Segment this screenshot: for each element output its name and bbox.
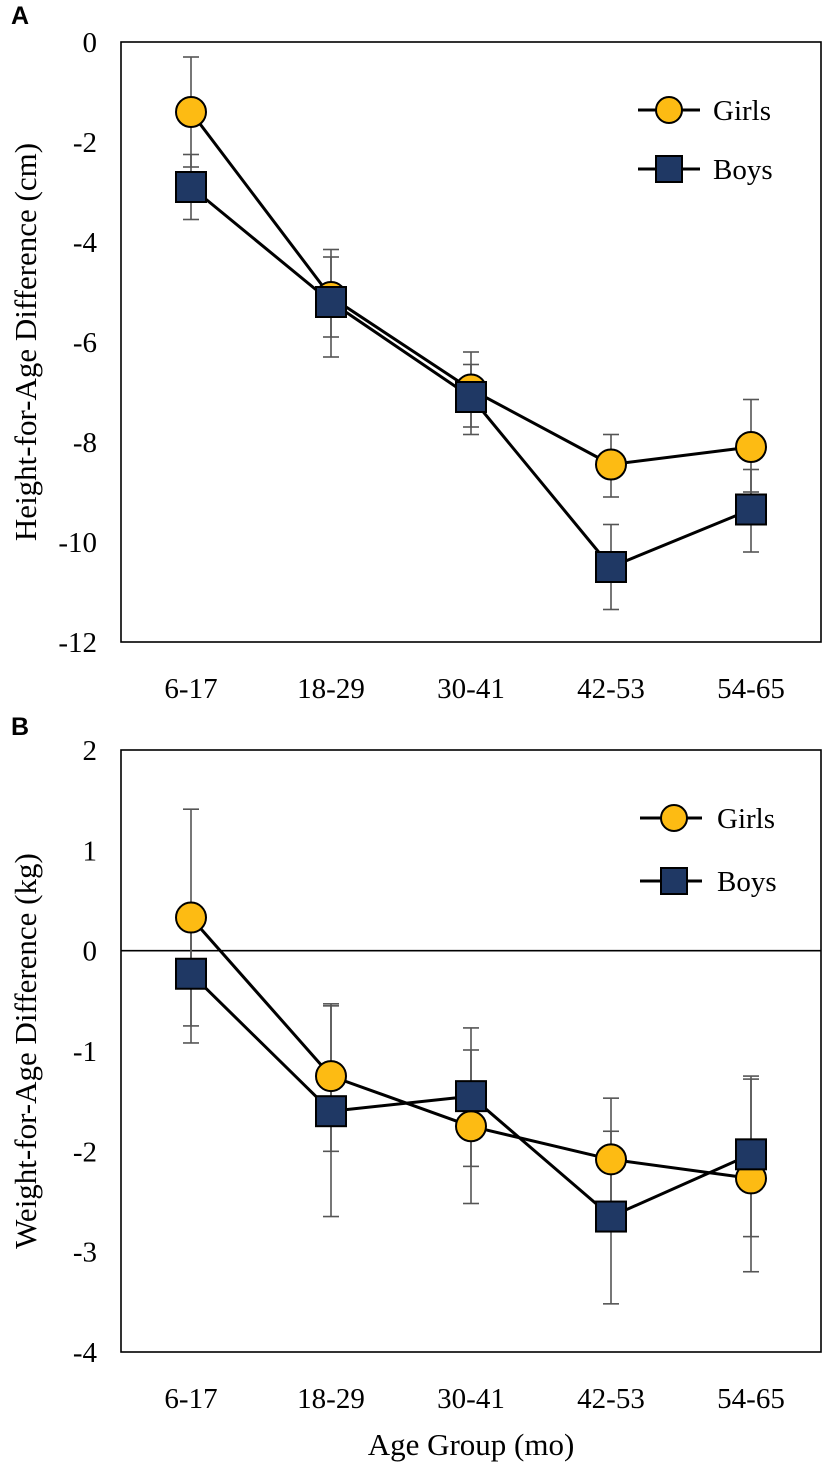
- data-point-boys: [315, 1095, 347, 1128]
- y-tick-label: 2: [83, 735, 98, 767]
- y-tick-label: -4: [73, 1337, 98, 1369]
- y-tick-label: 1: [83, 835, 98, 867]
- x-tick-label: 6-17: [164, 673, 217, 705]
- data-point-girls: [595, 1143, 627, 1176]
- legend-label-girls: Girls: [717, 803, 775, 835]
- x-axis-title: Age Group (mo): [368, 1427, 575, 1462]
- data-point-girls: [595, 448, 627, 481]
- data-point-boys: [595, 1200, 627, 1233]
- legend-label-boys: Boys: [713, 154, 773, 186]
- data-point-boys: [315, 286, 347, 318]
- data-point-girls: [175, 96, 207, 128]
- data-point-girls: [315, 1060, 347, 1093]
- legend-label-girls: Girls: [713, 95, 771, 127]
- panel-letter: B: [11, 713, 29, 741]
- data-point-boys: [175, 957, 207, 990]
- legend: Girls Boys: [640, 803, 777, 898]
- y-tick-label: -8: [73, 427, 97, 459]
- data-point-boys: [455, 1080, 487, 1113]
- x-tick-label: 30-41: [437, 1383, 505, 1415]
- legend-label-boys: Boys: [717, 866, 777, 898]
- legend: Girls Boys: [638, 95, 773, 186]
- x-tick-label: 42-53: [577, 673, 645, 705]
- plot-frame: [120, 749, 822, 1353]
- legend-marker-girls: [655, 96, 683, 124]
- x-tick-label: 30-41: [437, 673, 505, 705]
- data-point-boys: [455, 381, 487, 413]
- legend-marker-boys: [660, 867, 688, 895]
- x-tick-label: 54-65: [717, 673, 785, 705]
- x-tick-label: 6-17: [164, 1383, 217, 1415]
- y-tick-label: -6: [73, 327, 97, 359]
- y-tick-label: -4: [73, 227, 98, 259]
- y-tick-label: -2: [73, 1136, 97, 1168]
- x-tick-label: 42-53: [577, 1383, 645, 1415]
- y-axis-title: Height-for-Age Difference (cm): [8, 143, 43, 541]
- y-tick-label: -3: [73, 1237, 97, 1269]
- panel-a: A 0 -2 -4 -6 -8 -10 -12 6-17 18-29 30-41 42-53 54-65…: [8, 2, 822, 705]
- legend-marker-girls: [660, 804, 688, 832]
- data-point-girls: [455, 1110, 487, 1143]
- data-point-boys: [735, 493, 767, 526]
- data-point-boys: [175, 171, 207, 203]
- x-tick-label: 54-65: [717, 1383, 785, 1415]
- y-tick-label: -12: [58, 627, 97, 659]
- panel-b: B 2 1 0 -1 -2 -3 -4 6-17 18-29 30-41 42-53 54-65 Weig…: [8, 713, 822, 1462]
- y-tick-label: -2: [73, 127, 97, 159]
- plot-frame: [120, 41, 822, 643]
- data-point-girls: [735, 431, 767, 463]
- y-tick-label: 0: [83, 27, 98, 59]
- data-point-girls: [175, 901, 207, 934]
- y-axis-title: Weight-for-Age Difference (kg): [8, 853, 43, 1249]
- panel-letter: A: [11, 2, 29, 30]
- data-point-boys: [595, 551, 627, 583]
- y-tick-label: 0: [83, 936, 98, 968]
- x-tick-label: 18-29: [297, 1383, 365, 1415]
- x-tick-label: 18-29: [297, 673, 365, 705]
- legend-marker-boys: [655, 155, 683, 183]
- y-tick-label: -10: [58, 527, 97, 559]
- data-point-boys: [735, 1138, 767, 1171]
- y-tick-label: -1: [73, 1036, 97, 1068]
